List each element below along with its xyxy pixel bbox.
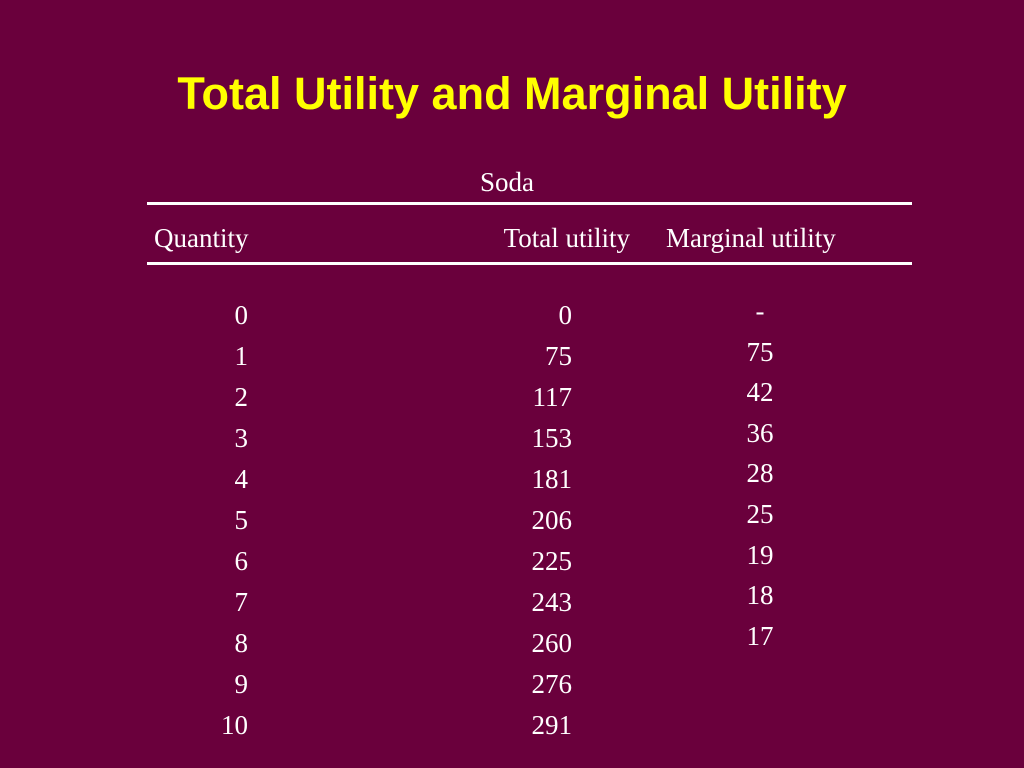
- quantity-cell: 4: [234, 464, 249, 494]
- total-utility-cell: 75: [545, 341, 572, 371]
- total-utility-cell: 206: [531, 505, 573, 535]
- table-header-rule: [147, 262, 912, 265]
- marginal-utility-cell: 28: [746, 458, 774, 489]
- marginal-utility-cell: 17: [746, 620, 774, 651]
- quantity-column: 0 1 2 3 4 5 6 7 8 9 10: [190, 295, 248, 746]
- marginal-utility-column: - 75 42 36 28 25 19 18 17: [720, 291, 800, 656]
- total-utility-cell: 181: [531, 464, 573, 494]
- table-top-rule: [147, 202, 912, 205]
- marginal-utility-cell: -: [755, 296, 765, 326]
- marginal-utility-cell: 42: [746, 377, 774, 408]
- quantity-cell: 2: [234, 382, 249, 412]
- total-utility-cell: 243: [531, 587, 573, 617]
- marginal-utility-cell: 18: [746, 580, 774, 611]
- total-utility-column: 0 75 117 153 181 206 225 243 260 276 291: [480, 295, 573, 746]
- total-utility-cell: 225: [531, 546, 573, 576]
- quantity-cell: 7: [234, 587, 249, 617]
- table-group-label: Soda: [480, 167, 534, 197]
- total-utility-cell: 153: [531, 423, 573, 453]
- total-utility-cell: 117: [532, 382, 573, 412]
- header-quantity: Quantity: [154, 223, 249, 253]
- quantity-cell: 0: [234, 300, 249, 330]
- total-utility-cell: 260: [531, 628, 573, 658]
- header-marginal-utility: Marginal utility: [666, 223, 836, 253]
- quantity-cell: 1: [234, 341, 249, 371]
- quantity-cell: 10: [221, 710, 248, 740]
- marginal-utility-cell: 25: [746, 498, 774, 529]
- header-total-utility: Total utility: [503, 223, 630, 253]
- total-utility-cell: 276: [531, 669, 573, 699]
- quantity-cell: 9: [234, 669, 249, 699]
- quantity-cell: 3: [234, 423, 249, 453]
- total-utility-cell: 291: [531, 710, 573, 740]
- marginal-utility-cell: 19: [746, 539, 774, 570]
- quantity-cell: 6: [234, 546, 249, 576]
- quantity-cell: 5: [234, 505, 249, 535]
- total-utility-cell: 0: [558, 300, 573, 330]
- slide-title: Total Utility and Marginal Utility: [177, 68, 847, 119]
- marginal-utility-cell: 75: [746, 336, 774, 367]
- quantity-cell: 8: [234, 628, 249, 658]
- marginal-utility-cell: 36: [746, 417, 774, 448]
